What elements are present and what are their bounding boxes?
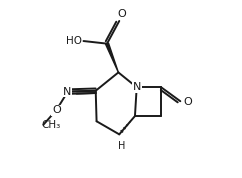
Text: O: O: [183, 96, 192, 107]
Text: H: H: [118, 141, 126, 151]
Text: HO: HO: [66, 36, 82, 46]
Text: O: O: [117, 9, 126, 19]
Polygon shape: [106, 43, 118, 72]
Text: CH₃: CH₃: [41, 120, 60, 130]
Text: N: N: [63, 87, 71, 97]
Text: O: O: [52, 105, 61, 115]
Text: N: N: [133, 82, 141, 92]
